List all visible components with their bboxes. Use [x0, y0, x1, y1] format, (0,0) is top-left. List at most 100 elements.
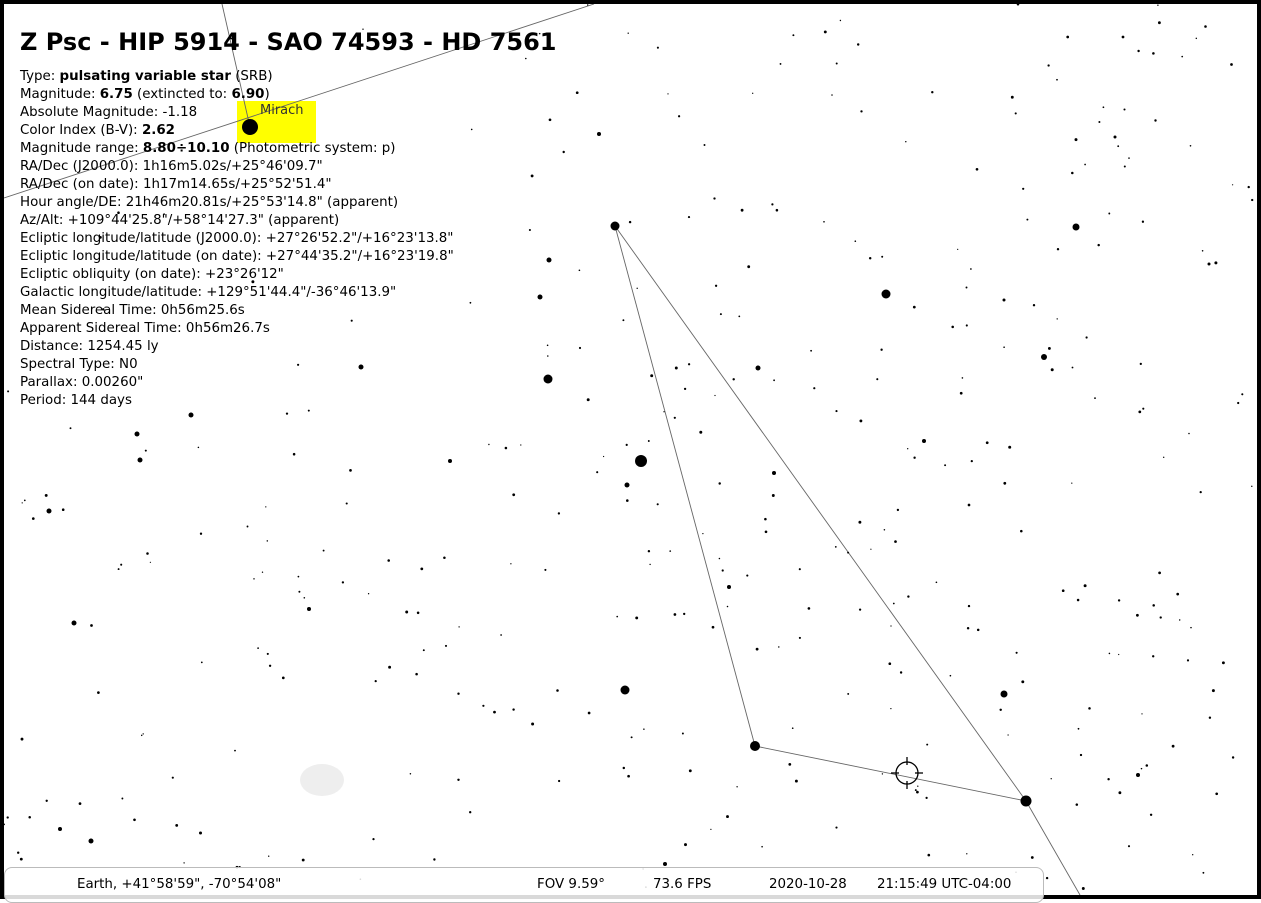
- star: [23, 499, 26, 502]
- star: [504, 446, 508, 450]
- star: [1026, 218, 1029, 221]
- star: [1008, 445, 1012, 449]
- star: [292, 452, 296, 456]
- star: [1186, 659, 1190, 662]
- star: [917, 785, 919, 787]
- star: [622, 319, 625, 322]
- star: [673, 613, 677, 616]
- info-line: Ecliptic longitude/latitude (on date): +…: [20, 248, 454, 266]
- star: [630, 736, 633, 739]
- star: [719, 313, 722, 316]
- star: [444, 644, 448, 647]
- star: [134, 431, 140, 437]
- fov: FOV 9.59°: [537, 877, 605, 892]
- star: [1176, 592, 1180, 596]
- star: [975, 167, 979, 171]
- star: [778, 646, 780, 648]
- info-line: Parallax: 0.00260": [20, 374, 454, 392]
- star: [807, 607, 811, 610]
- star: [281, 676, 285, 680]
- star: [199, 532, 203, 535]
- star: [1045, 876, 1049, 880]
- star: [543, 374, 553, 384]
- date[interactable]: 2020-10-28: [769, 877, 847, 892]
- star: [835, 410, 838, 413]
- star: [835, 826, 838, 829]
- star: [443, 556, 446, 560]
- star: [779, 62, 782, 65]
- star: [183, 862, 185, 864]
- info-text: Mean Sidereal Time: 0h56m25.6s: [20, 303, 245, 318]
- star: [307, 409, 310, 412]
- star: [530, 174, 534, 178]
- star: [1066, 35, 1070, 39]
- star: [1211, 689, 1215, 693]
- star: [823, 220, 825, 223]
- star: [710, 828, 712, 831]
- star: [626, 499, 629, 502]
- star: [301, 858, 305, 862]
- star: [888, 662, 892, 666]
- star: [285, 412, 289, 415]
- star: [702, 532, 704, 535]
- star: [90, 624, 93, 627]
- star: [88, 838, 94, 844]
- star: [635, 616, 639, 620]
- star: [957, 248, 959, 251]
- star: [674, 366, 678, 370]
- info-line: Type: pulsating variable star (SRB): [20, 68, 454, 86]
- star: [303, 597, 306, 599]
- star: [847, 551, 850, 554]
- star: [839, 19, 842, 22]
- star: [6, 816, 9, 819]
- star: [1145, 764, 1149, 767]
- star: [578, 269, 581, 272]
- star: [926, 743, 929, 746]
- star: [1002, 298, 1006, 302]
- star: [548, 118, 552, 122]
- star: [546, 344, 549, 347]
- star: [628, 220, 632, 224]
- star: [1094, 397, 1096, 400]
- star: [1128, 157, 1130, 159]
- star: [1015, 651, 1018, 654]
- star: [775, 208, 779, 212]
- star: [1118, 791, 1122, 795]
- star: [627, 32, 629, 34]
- star: [234, 749, 236, 752]
- star: [1142, 407, 1145, 410]
- star: [740, 208, 744, 212]
- time[interactable]: 21:15:49 UTC-04:00: [877, 877, 1012, 892]
- constellation-lines: [4, 4, 1081, 895]
- star: [791, 727, 794, 730]
- star: [251, 280, 255, 284]
- star: [764, 517, 767, 521]
- star: [102, 308, 105, 311]
- star: [350, 319, 353, 322]
- star: [1071, 366, 1074, 369]
- info-text: Galactic longitude/latitude: +129°51'44.…: [20, 285, 397, 300]
- star: [1003, 346, 1005, 348]
- star: [587, 711, 591, 715]
- star: [912, 305, 916, 309]
- star: [266, 540, 269, 542]
- star: [976, 628, 980, 632]
- star: [711, 625, 715, 629]
- star: [892, 602, 895, 605]
- star: [531, 722, 535, 726]
- star: [965, 286, 968, 289]
- info-line: Ecliptic longitude/latitude (J2000.0): +…: [20, 230, 454, 248]
- info-line: Galactic longitude/latitude: +129°51'44.…: [20, 284, 454, 302]
- location[interactable]: Earth, +41°58'59", -70°54'08": [77, 877, 282, 892]
- star: [512, 708, 515, 711]
- info-text: Ecliptic obliquity (on date): +23°26'12": [20, 267, 284, 282]
- star: [1140, 767, 1143, 770]
- star: [914, 789, 917, 792]
- star: [681, 732, 684, 735]
- info-text: Spectral Type: N0: [20, 357, 138, 372]
- star: [7, 390, 10, 393]
- star: [663, 411, 665, 413]
- info-text: 8.80÷10.10: [142, 141, 230, 156]
- star: [761, 845, 763, 848]
- info-line: Apparent Sidereal Time: 0h56m26.7s: [20, 320, 454, 338]
